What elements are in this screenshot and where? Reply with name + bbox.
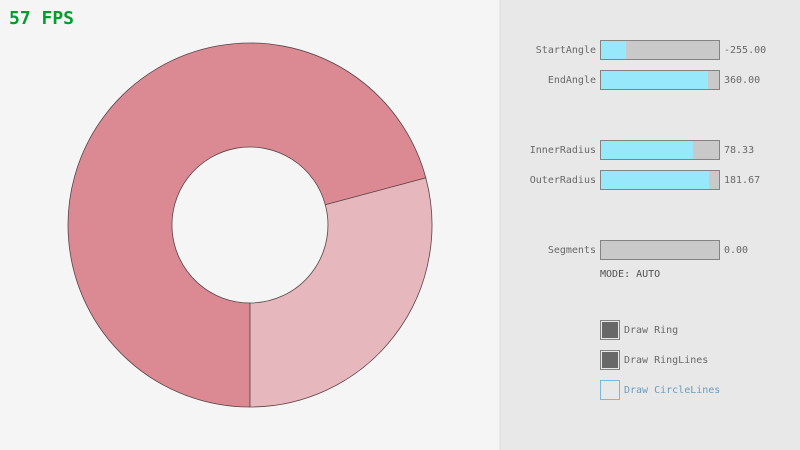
- checkbox-label: Draw RingLines: [624, 355, 708, 366]
- slider-value: 0.00: [724, 245, 748, 256]
- checkbox-check: [602, 352, 618, 368]
- slider-end-angle[interactable]: EndAngle 360.00: [548, 70, 760, 90]
- checkbox-label: Draw CircleLines: [624, 385, 720, 396]
- slider-label: Segments: [548, 245, 596, 256]
- slider-value: -255.00: [724, 45, 766, 56]
- slider-label: StartAngle: [536, 45, 596, 56]
- slider-fill: [601, 41, 626, 59]
- slider-label: OuterRadius: [530, 175, 596, 186]
- slider-value: 78.33: [724, 145, 754, 156]
- control-panel: [500, 0, 800, 450]
- slider-value: 181.67: [724, 175, 760, 186]
- slider-track[interactable]: [600, 240, 720, 260]
- fps-counter: 57 FPS: [9, 8, 74, 29]
- slider-label: EndAngle: [548, 75, 596, 86]
- checkbox-box[interactable]: [600, 380, 620, 400]
- slider-value: 360.00: [724, 75, 760, 86]
- slider-label: InnerRadius: [530, 145, 596, 156]
- slider-outer-radius[interactable]: OuterRadius 181.67: [530, 170, 760, 190]
- checkbox-draw-ring-lines[interactable]: Draw RingLines: [600, 350, 709, 370]
- slider-track[interactable]: [600, 40, 720, 60]
- slider-fill: [601, 171, 709, 189]
- slider-inner-radius[interactable]: InnerRadius 78.33: [530, 140, 754, 160]
- checkbox-draw-ring[interactable]: Draw Ring: [600, 320, 679, 340]
- checkbox-label: Draw Ring: [624, 325, 678, 336]
- ring-segment: [249, 177, 433, 408]
- slider-segments[interactable]: Segments 0.00: [548, 240, 748, 260]
- checkbox-check: [602, 322, 618, 338]
- slider-fill: [601, 141, 693, 159]
- checkbox-draw-circle-lines[interactable]: Draw CircleLines: [600, 380, 721, 400]
- slider-start-angle[interactable]: StartAngle -255.00: [536, 40, 766, 60]
- slider-fill: [601, 71, 708, 89]
- ring-overlap: [67, 42, 427, 408]
- mode-label: MODE: AUTO: [600, 269, 660, 280]
